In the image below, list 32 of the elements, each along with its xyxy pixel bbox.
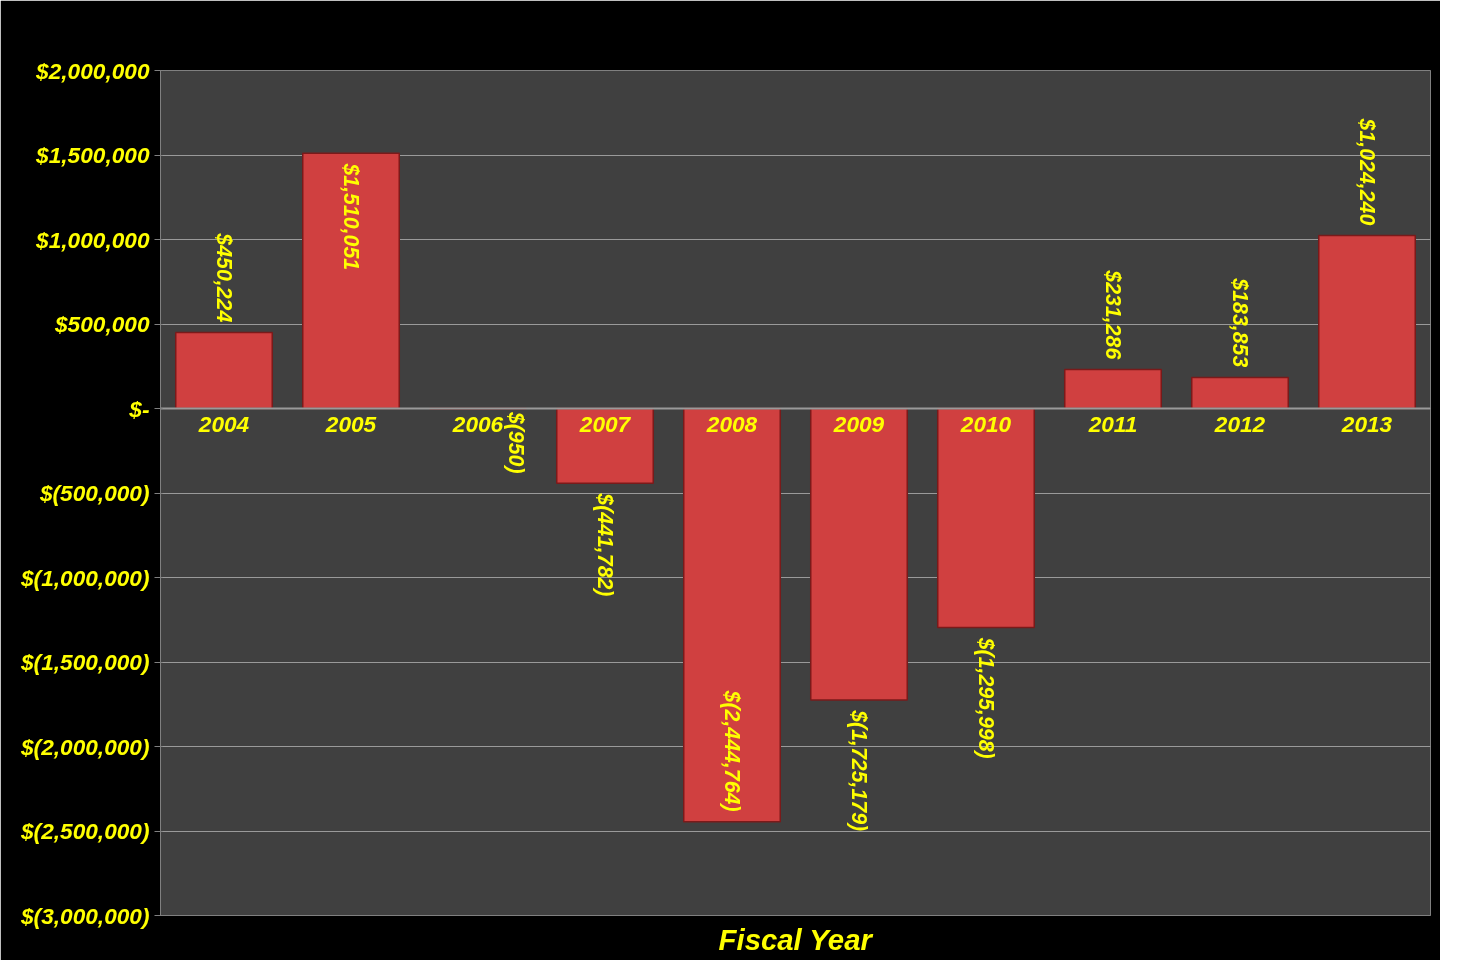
x-tick-label: 2010 [959,410,1012,437]
x-tick-label: 2012 [1213,410,1266,437]
y-tick-label: $(2,500,000) [20,818,150,844]
x-tick-label: 2009 [832,410,885,437]
x-axis-title: Fiscal Year [718,922,874,956]
x-tick-label: 2007 [578,410,632,437]
y-tick-label: $(1,000,000) [20,564,150,591]
y-tick-label: $(3,000,000) [20,902,150,929]
data-label: $1,024,240 [1355,117,1379,226]
x-tick-label: 2011 [1087,410,1138,437]
x-tick-label: 2008 [705,410,758,437]
y-tick-label: $(1,500,000) [20,649,150,675]
data-label: $(2,444,764) [720,689,744,812]
y-tick-label: $1,000,000 [35,226,150,253]
y-tick-label: $1,500,000 [35,142,150,168]
data-label: $(1,295,998) [974,636,998,759]
data-label: $183,853 [1228,277,1252,368]
data-label: $(1,725,179) [847,709,871,832]
data-label: $(950) [504,410,529,474]
x-tick-label: 2006 [451,410,504,437]
data-label: $231,286 [1101,269,1125,360]
x-tick-label: 2005 [324,410,377,437]
x-tick-label: 2004 [197,410,250,437]
data-label: $450,224 [212,232,236,323]
y-tick-label: $500,000 [54,311,150,337]
data-label: $(441,782) [593,492,617,597]
data-label: $1,510,051 [339,162,363,271]
y-tick-label: $2,000,000 [35,57,150,84]
y-tick-label: $(500,000) [38,480,150,506]
x-tick-label: 2013 [1340,410,1393,437]
y-tick-label: $(2,000,000) [20,733,150,760]
y-tick-label: $- [128,395,150,422]
